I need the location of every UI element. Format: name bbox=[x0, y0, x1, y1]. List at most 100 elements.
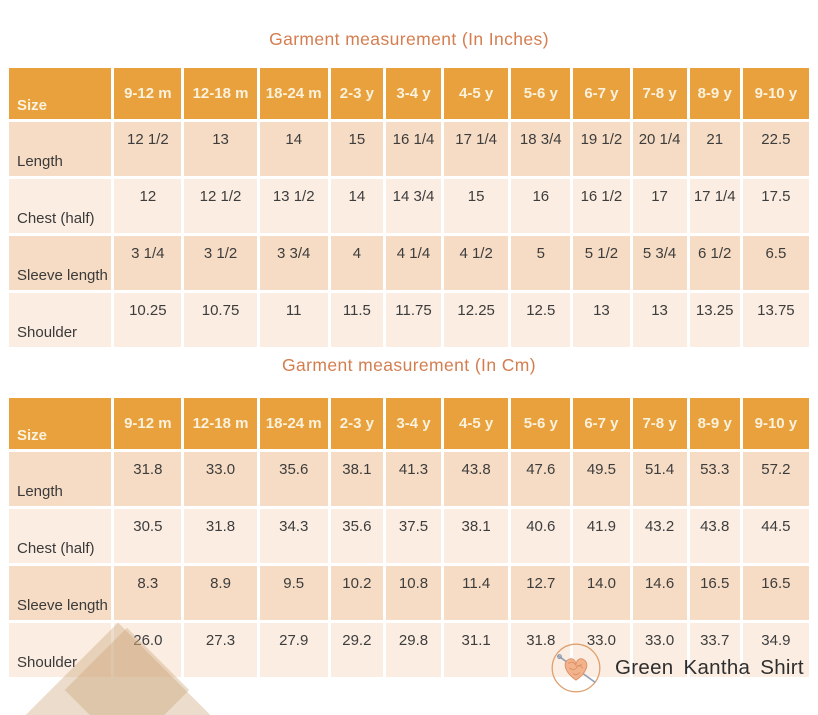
measurement-value: 13 bbox=[573, 293, 630, 347]
table-row: Sleeve length 8.3 8.9 9.5 10.2 10.8 11.4 12.7 14… bbox=[9, 566, 809, 620]
measurement-value: 43.8 bbox=[689, 509, 740, 563]
measurement-value: 3 3/4 bbox=[259, 236, 328, 290]
row-label: Shoulder bbox=[9, 623, 112, 677]
measurement-value: 34.9 bbox=[742, 623, 809, 677]
row-label: Chest (half) bbox=[9, 509, 112, 563]
measurement-value: 5 bbox=[511, 236, 571, 290]
measurement-value: 3 1/2 bbox=[184, 236, 257, 290]
size-column-header: 2-3 y bbox=[330, 68, 383, 119]
measurement-value: 29.8 bbox=[385, 623, 442, 677]
measurement-value: 33.0 bbox=[184, 452, 257, 506]
measurement-value: 17.5 bbox=[742, 179, 809, 233]
size-column-header: 18-24 m bbox=[259, 68, 328, 119]
measurement-value: 10.25 bbox=[114, 293, 182, 347]
measurement-value: 27.9 bbox=[259, 623, 328, 677]
size-column-header: 8-9 y bbox=[689, 398, 740, 449]
measurement-value: 47.6 bbox=[511, 452, 571, 506]
measurement-value: 11.5 bbox=[330, 293, 383, 347]
size-column-header: 18-24 m bbox=[259, 398, 328, 449]
size-column-header: 9-10 y bbox=[742, 398, 809, 449]
size-column-header: 9-10 y bbox=[742, 68, 809, 119]
measurement-value: 35.6 bbox=[330, 509, 383, 563]
measurement-value: 6 1/2 bbox=[689, 236, 740, 290]
measurement-value: 15 bbox=[444, 179, 509, 233]
measurement-value: 13.75 bbox=[742, 293, 809, 347]
measurement-value: 13 bbox=[184, 122, 257, 176]
row-label: Length bbox=[9, 452, 112, 506]
size-column-header: 12-18 m bbox=[184, 68, 257, 119]
measurement-value: 12.7 bbox=[511, 566, 571, 620]
brand-lockup: Green Kantha Shirt bbox=[548, 639, 804, 697]
measurement-value: 16 bbox=[511, 179, 571, 233]
measurement-value: 38.1 bbox=[444, 509, 509, 563]
size-column-header: 5-6 y bbox=[511, 398, 571, 449]
measurement-value: 6.5 bbox=[742, 236, 809, 290]
row-label: Sleeve length bbox=[9, 566, 112, 620]
measurement-value: 33.0 bbox=[632, 623, 687, 677]
measurement-value: 13.25 bbox=[689, 293, 740, 347]
measurement-value: 11 bbox=[259, 293, 328, 347]
size-column-header: 9-12 m bbox=[114, 68, 182, 119]
measurement-value: 12.25 bbox=[444, 293, 509, 347]
size-column-header: 8-9 y bbox=[689, 68, 740, 119]
size-column-header: 5-6 y bbox=[511, 68, 571, 119]
measurement-value: 20 1/4 bbox=[632, 122, 687, 176]
measurement-value: 31.8 bbox=[114, 452, 182, 506]
row-label: Sleeve length bbox=[9, 236, 112, 290]
table-row: Shoulder 10.25 10.75 11 11.5 11.75 12.25 12.5 13… bbox=[9, 293, 809, 347]
measurement-value: 44.5 bbox=[742, 509, 809, 563]
measurement-value: 19 1/2 bbox=[573, 122, 630, 176]
measurement-value: 11.75 bbox=[385, 293, 442, 347]
table-title-inches: Garment measurement (In Inches) bbox=[269, 29, 549, 49]
measurement-value: 14 bbox=[330, 179, 383, 233]
size-column-header: 4-5 y bbox=[444, 68, 509, 119]
table-row: Chest (half) 30.5 31.8 34.3 35.6 37.5 38.1 40.6… bbox=[9, 509, 809, 563]
measurement-value: 8.3 bbox=[114, 566, 182, 620]
measurement-value: 14.6 bbox=[632, 566, 687, 620]
measurement-value: 10.75 bbox=[184, 293, 257, 347]
measurement-value: 17 1/4 bbox=[444, 122, 509, 176]
measurement-value: 12.5 bbox=[511, 293, 571, 347]
size-header-cell: Size bbox=[9, 68, 112, 119]
measurement-value: 3 1/4 bbox=[114, 236, 182, 290]
measurement-value: 14 3/4 bbox=[385, 179, 442, 233]
measurement-value: 35.6 bbox=[259, 452, 328, 506]
measurement-value: 5 1/2 bbox=[573, 236, 630, 290]
measurement-value: 26.0 bbox=[114, 623, 182, 677]
measurement-value: 57.2 bbox=[742, 452, 809, 506]
measurement-value: 10.2 bbox=[330, 566, 383, 620]
measurement-value: 43.2 bbox=[632, 509, 687, 563]
measurement-value: 15 bbox=[330, 122, 383, 176]
measurement-value: 4 1/2 bbox=[444, 236, 509, 290]
size-column-header: 4-5 y bbox=[444, 398, 509, 449]
measurement-value: 31.8 bbox=[184, 509, 257, 563]
measurement-value: 12 1/2 bbox=[114, 122, 182, 176]
measurement-value: 21 bbox=[689, 122, 740, 176]
size-column-header: 6-7 y bbox=[573, 68, 630, 119]
table-row: Shoulder 26.0 27.3 27.9 29.2 29.8 31.1 31.8 33.0… bbox=[9, 623, 809, 677]
table-row: Length 12 1/2 13 14 15 16 1/4 17 1/4 18 3/4 19 1… bbox=[9, 122, 809, 176]
table-row: Length 31.8 33.0 35.6 38.1 41.3 43.8 47.6 49.5 51… bbox=[9, 452, 809, 506]
measurement-value: 53.3 bbox=[689, 452, 740, 506]
measurement-value: 8.9 bbox=[184, 566, 257, 620]
row-label: Chest (half) bbox=[9, 179, 112, 233]
measurement-value: 38.1 bbox=[330, 452, 383, 506]
measurement-value: 18 3/4 bbox=[511, 122, 571, 176]
size-column-header: 12-18 m bbox=[184, 398, 257, 449]
measurement-value: 30.5 bbox=[114, 509, 182, 563]
measurement-value: 17 bbox=[632, 179, 687, 233]
row-label: Shoulder bbox=[9, 293, 112, 347]
size-column-header: 9-12 m bbox=[114, 398, 182, 449]
size-column-header: 7-8 y bbox=[632, 68, 687, 119]
measurement-value: 13 bbox=[632, 293, 687, 347]
row-label: Length bbox=[9, 122, 112, 176]
measurement-value: 5 3/4 bbox=[632, 236, 687, 290]
measurement-value: 11.4 bbox=[444, 566, 509, 620]
measurement-value: 16.5 bbox=[689, 566, 740, 620]
measurement-value: 27.3 bbox=[184, 623, 257, 677]
